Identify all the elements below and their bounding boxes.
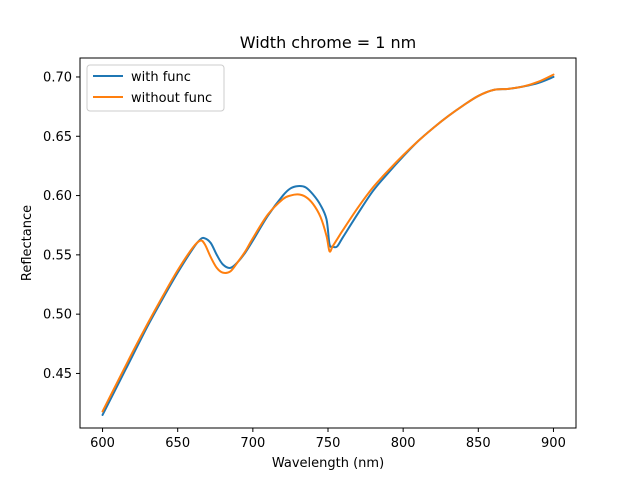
y-tick-label: 0.45 bbox=[43, 367, 72, 382]
x-axis-ticks: 600 650 700 750 800 850 900 bbox=[90, 428, 566, 451]
x-tick-label: 600 bbox=[90, 436, 115, 451]
legend: with func without func bbox=[86, 64, 225, 112]
y-tick-label: 0.60 bbox=[43, 189, 72, 204]
x-tick-label: 750 bbox=[316, 436, 341, 451]
y-tick-label: 0.65 bbox=[43, 130, 72, 145]
chart-title: Width chrome = 1 nm bbox=[240, 33, 417, 52]
x-tick-label: 700 bbox=[240, 436, 265, 451]
y-tick-label: 0.55 bbox=[43, 248, 72, 263]
x-tick-label: 650 bbox=[165, 436, 190, 451]
series-line-without-func bbox=[101, 73, 555, 413]
y-tick-label: 0.50 bbox=[43, 308, 72, 323]
y-axis-label: Reflectance bbox=[20, 205, 35, 281]
x-tick-label: 900 bbox=[541, 436, 566, 451]
x-tick-label: 800 bbox=[391, 436, 416, 451]
legend-label-with-func: with func bbox=[131, 70, 191, 85]
x-tick-label: 850 bbox=[466, 436, 491, 451]
legend-label-without-func: without func bbox=[131, 91, 212, 106]
x-axis-label: Wavelength (nm) bbox=[272, 456, 384, 471]
series-layer bbox=[101, 73, 555, 416]
y-tick-label: 0.70 bbox=[43, 70, 72, 85]
y-axis-ticks: 0.45 0.50 0.55 0.60 0.65 0.70 bbox=[43, 70, 80, 382]
